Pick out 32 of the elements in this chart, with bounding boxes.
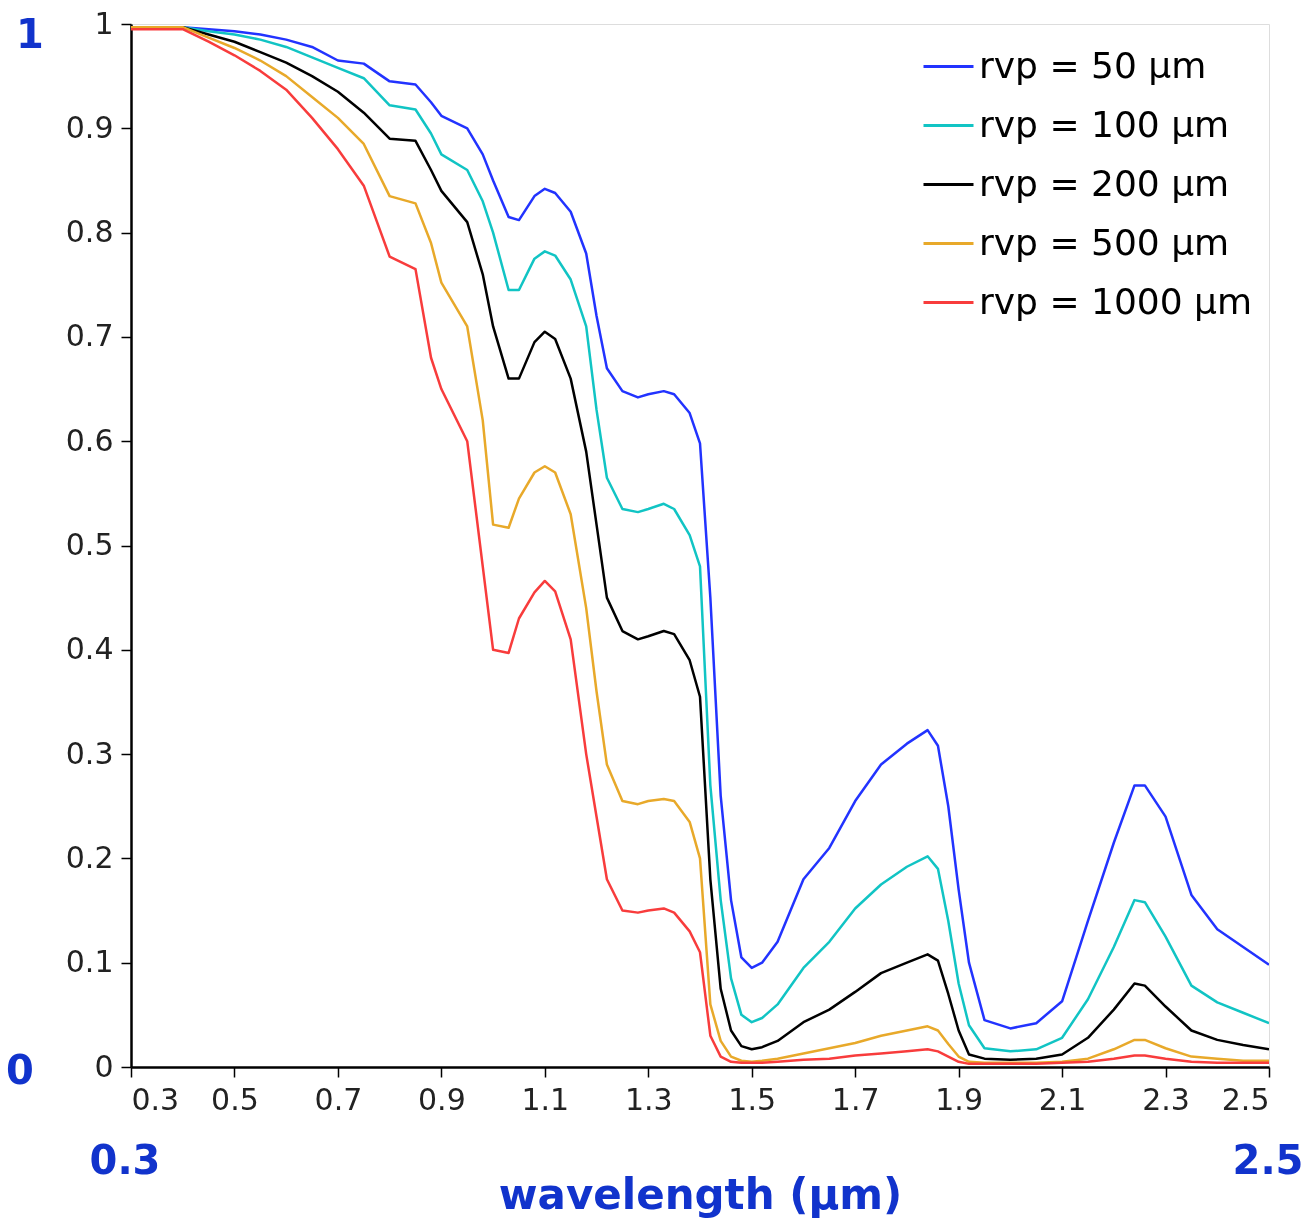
legend-label: rvp = 200 μm (979, 162, 1230, 204)
x-tick-label: 0.7 (314, 1081, 363, 1117)
legend-label: rvp = 500 μm (979, 221, 1230, 263)
y-tick-label: 1 (94, 5, 114, 41)
text: 0 (6, 1047, 34, 1093)
x-tick-label: 1.3 (624, 1081, 673, 1117)
x-tick-label: 0.3 (131, 1081, 180, 1117)
y-tick-label: 0.8 (65, 214, 114, 250)
y-tick-label: 0.4 (65, 631, 114, 667)
legend-label: rvp = 50 μm (979, 44, 1207, 86)
y-tick-label: 0.9 (65, 109, 114, 145)
x-tick-label: 2.1 (1038, 1081, 1087, 1117)
y-tick-label: 0.2 (65, 839, 114, 875)
text: 1 (16, 11, 44, 57)
y-tick-label: 0.7 (65, 318, 114, 354)
legend-label: rvp = 100 μm (979, 103, 1230, 145)
x-tick-label: 1.7 (831, 1081, 880, 1117)
text: 2.5 (1232, 1137, 1304, 1183)
x-tick-label: 2.3 (1142, 1081, 1190, 1117)
y-tick-label: 0.6 (65, 422, 114, 458)
x-tick-label: 1.5 (728, 1081, 777, 1117)
x-tick-label: 1.1 (521, 1081, 570, 1117)
y-tick-label: 0.1 (65, 944, 114, 980)
x-tick-label: 0.5 (211, 1081, 259, 1117)
y-tick-label: 0.5 (65, 527, 114, 562)
x-tick-label: 0.9 (418, 1081, 466, 1117)
x-axis-title: wavelength (μm) (498, 1169, 903, 1219)
x-tick-label: 2.5 (1221, 1081, 1270, 1117)
x-tick-label: 1.9 (935, 1081, 983, 1117)
y-tick-label: 0.3 (65, 735, 114, 771)
legend-label: rvp = 1000 μm (979, 280, 1253, 322)
y-tick-label: 0 (94, 1048, 114, 1084)
